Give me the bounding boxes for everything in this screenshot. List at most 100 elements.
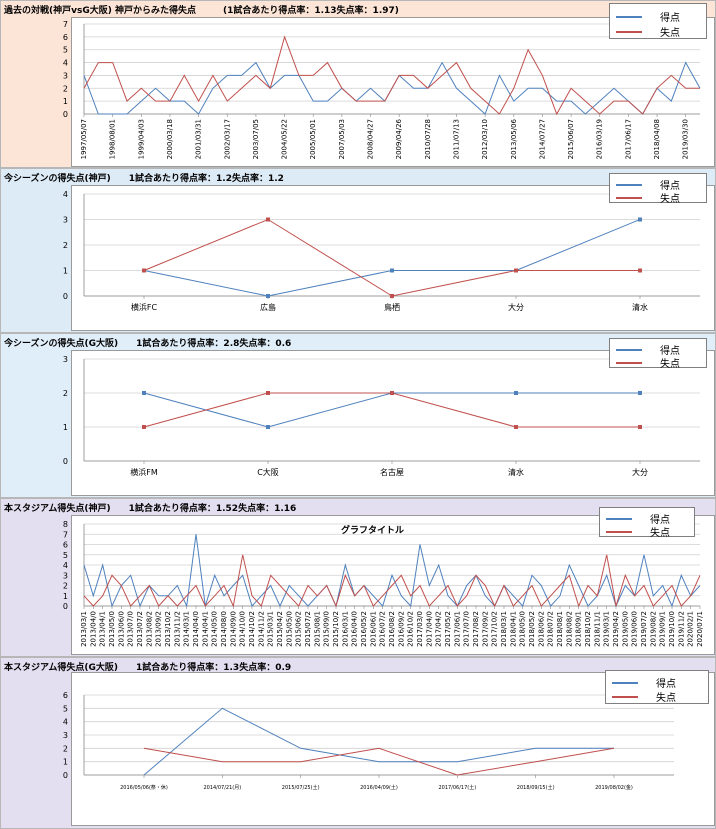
x-tick-label: 2014/11/2 [257, 611, 265, 647]
line-chart-gosaka-stadium: 0 1 2 3 4 5 6 2016/05/06(祭・休) 2014/07/21(月) 2015/… [63, 691, 674, 791]
x-tick-label: 2014/04/1 [201, 611, 209, 647]
y-tick-label: 6 [63, 33, 68, 42]
x-tick-label: 2018/05/0 [519, 611, 527, 647]
legend-label-score: 得点 [656, 679, 676, 690]
chart-plot-area: 0 1 2 3 4 5 6 7 8 2013/03/1 2013/04/0 2013/04/1 2013… [63, 515, 715, 655]
panel-gosaka-season: 今シーズンの得失点(G大阪) 1試合あたり得点率：2.8失点率：0.6 0 1 2 3… [0, 333, 716, 498]
legend-label-conceded: 失点 [650, 528, 670, 539]
x-tick-label: 2017/08/2 [472, 611, 480, 647]
x-tick-label: 2018/04/08 [653, 119, 661, 159]
x-tick-label: 2018/03/1 [500, 611, 508, 647]
x-tick-label: 2017/07/0 [463, 611, 471, 647]
legend-swatch-score [606, 517, 632, 520]
chart-legend: 得点 失点 [609, 173, 707, 205]
x-tick-label: 2013/07/2 [136, 611, 144, 647]
x-tick-label: 鳥栖 [384, 302, 400, 312]
legend-swatch-conceded [606, 530, 632, 533]
y-tick-label: 5 [63, 46, 68, 55]
x-tick-label: 2000/03/18 [166, 119, 174, 159]
x-tick-label: 清水 [632, 302, 648, 312]
legend-swatch-score [616, 15, 642, 18]
y-tick-label: 2 [63, 389, 68, 398]
x-tick-label: 2014/03/1 [183, 611, 191, 647]
panel-title: 本スタジアム得失点(G大阪) 1試合あたり得点率：1.3失点率：0.9 [4, 663, 292, 673]
x-tick-label: 2016/07/2 [379, 611, 387, 647]
x-tick-label: 2014/10/0 [239, 611, 247, 647]
x-tick-label: 2020/02/1 [687, 611, 695, 647]
x-tick-label: 大分 [508, 302, 524, 312]
x-tick-label: 2015/06/2 [295, 611, 303, 647]
series-line-conceded [143, 747, 615, 776]
panel-title: 過去の対戦(神戸vsG大阪) 神戸からみた得失点 (1試合あたり得点率：1.13… [4, 6, 399, 16]
legend-swatch-score [616, 183, 642, 186]
x-tick-label: 2016/03/19 [596, 119, 604, 159]
y-tick-label: 6 [63, 541, 68, 550]
data-point-conceded [142, 268, 146, 273]
x-tick-label: 2013/06/0 [117, 611, 125, 647]
x-tick-label: 2015/05/0 [285, 611, 293, 647]
x-tick-label: 2018/11/1 [593, 611, 601, 647]
data-point-score [514, 391, 518, 395]
y-tick-label: 3 [63, 216, 68, 225]
x-tick-label: 2018/04/1 [509, 611, 517, 647]
data-point-conceded [266, 391, 270, 395]
x-tick-label: 2005/05/01 [309, 119, 317, 159]
x-tick-label: 2019/06/0 [631, 611, 639, 647]
x-tick-label: 2019/07/2 [640, 611, 648, 647]
y-tick-label: 0 [63, 771, 68, 780]
x-tick-label: 2018/09/1 [575, 611, 583, 647]
x-tick-label: 2016/09/2 [397, 611, 405, 647]
y-tick-label: 2 [63, 582, 68, 591]
series-line-conceded [83, 35, 700, 116]
y-tick-label: 4 [63, 561, 68, 570]
legend-label-conceded: 失点 [656, 693, 676, 704]
y-tick-label: 1 [63, 423, 68, 432]
line-chart-gosaka-season: 0 1 2 3 横浜FM C大阪 名古屋 清水 大分 [63, 355, 700, 477]
x-tick-label: 2019/10/0 [668, 611, 676, 647]
x-tick-label: 2017/09/2 [481, 611, 489, 647]
y-tick-label: 0 [63, 457, 68, 466]
legend-swatch-conceded [612, 695, 638, 698]
data-point-conceded [514, 268, 518, 273]
x-tick-label: 2017/10/2 [491, 611, 499, 647]
y-tick-label: 1 [63, 592, 68, 601]
x-tick-label: 2014/09/0 [229, 611, 237, 647]
data-point-conceded [266, 217, 270, 222]
x-tick-label: 2013/09/2 [155, 611, 163, 647]
y-tick-label: 6 [63, 691, 68, 700]
line-chart-kobe-season: 0 1 2 3 4 横浜FC 広島 鳥栖 大分 清水 [63, 190, 700, 312]
x-tick-label: 2013/07/0 [127, 611, 135, 647]
x-tick-label: 1997/05/07 [80, 119, 88, 159]
x-tick-label: 2013/11/2 [173, 611, 181, 647]
legend-label-conceded: 失点 [660, 28, 680, 39]
legend-label-conceded: 失点 [660, 194, 680, 205]
series-line-score [143, 707, 614, 776]
x-tick-label: 2015/07/25(土) [282, 784, 320, 791]
x-tick-label: 2019/08/02(金) [595, 784, 633, 791]
chart-title: グラフタイトル [341, 526, 405, 536]
x-tick-label: 2016/04/09(土) [360, 784, 398, 791]
y-tick-label: 3 [63, 71, 68, 80]
y-tick-label: 0 [63, 602, 68, 611]
x-tick-label: 2016/06/1 [369, 611, 377, 647]
legend-label-score: 得点 [650, 515, 670, 526]
x-tick-label: 2016/05/06(祭・休) [120, 784, 168, 791]
data-point-score [638, 391, 642, 395]
legend-label-score: 得点 [660, 346, 680, 357]
x-tick-label: 2017/06/1 [453, 611, 461, 647]
data-point-score [266, 425, 270, 429]
x-tick-label: 2018/09/15(土) [517, 784, 555, 791]
x-tick-label: 2018/05/2 [528, 611, 536, 647]
legend-label-score: 得点 [660, 181, 680, 192]
data-point-conceded [390, 294, 394, 298]
legend-swatch-score [612, 681, 638, 684]
panel-title: 今シーズンの得失点(G大阪) 1試合あたり得点率：2.8失点率：0.6 [4, 339, 292, 349]
x-tick-label: 2013/03/1 [80, 611, 88, 647]
x-tick-label: 2019/03/30 [682, 119, 690, 159]
x-tick-label: 2013/08/2 [145, 611, 153, 647]
y-tick-label: 1 [63, 97, 68, 106]
y-tick-label: 0 [63, 292, 68, 301]
data-point-conceded [142, 425, 146, 429]
